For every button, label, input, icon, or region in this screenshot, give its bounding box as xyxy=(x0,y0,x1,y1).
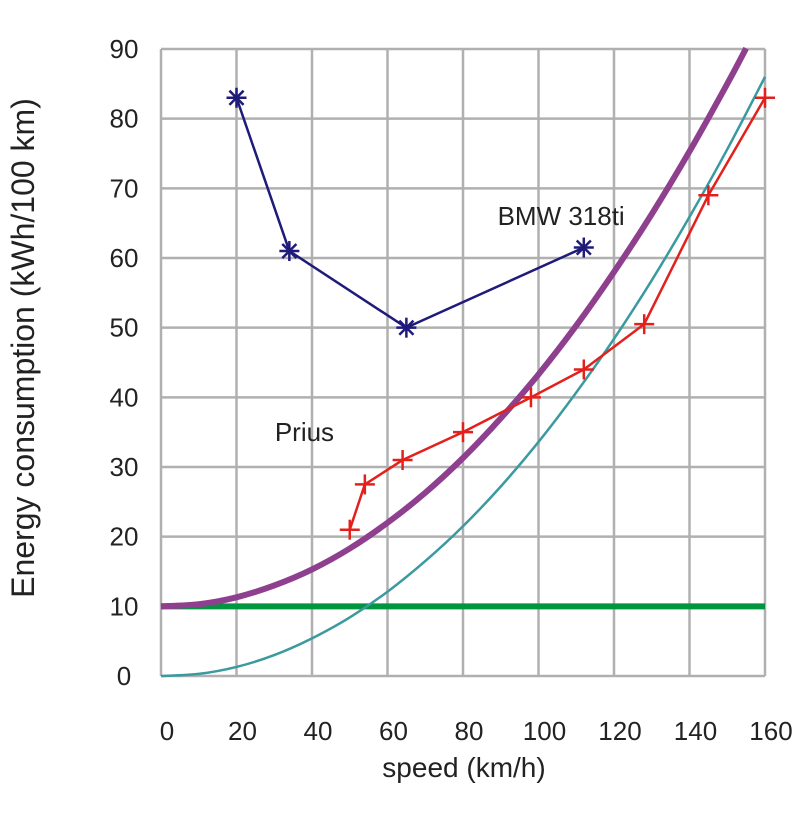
x-tick-label: 60 xyxy=(379,716,408,746)
x-axis-label: speed (km/h) xyxy=(382,752,545,783)
data-point-asterisk xyxy=(396,317,417,338)
y-tick-label: 50 xyxy=(110,313,139,343)
data-point-plus xyxy=(354,474,375,495)
annotations: BMW 318ti Prius xyxy=(275,201,625,447)
y-tick-label: 10 xyxy=(110,591,139,621)
series-line-2 xyxy=(160,46,749,610)
x-tick-label: 80 xyxy=(455,716,484,746)
marker-layer xyxy=(226,87,775,540)
series-line-1 xyxy=(348,97,767,531)
y-tick-label: 70 xyxy=(110,173,139,203)
y-tick-label: 0 xyxy=(117,661,131,691)
data-point-plus xyxy=(755,87,775,108)
data-point-asterisk xyxy=(279,241,300,262)
data-point-plus xyxy=(634,314,655,335)
x-tick-labels: 0 20 40 60 80 100 120 140 160 xyxy=(160,716,793,746)
x-tick-label: 0 xyxy=(160,716,174,746)
x-tick-label: 120 xyxy=(598,716,641,746)
data-point-asterisk xyxy=(226,87,247,108)
x-tick-label: 100 xyxy=(523,716,566,746)
annotation-label: BMW 318ti xyxy=(498,201,625,231)
x-tick-label: 40 xyxy=(304,716,333,746)
x-tick-label: 20 xyxy=(228,716,257,746)
y-tick-label: 80 xyxy=(110,104,139,134)
y-tick-label: 40 xyxy=(110,382,139,412)
y-tick-label: 90 xyxy=(110,34,139,64)
data-point-plus xyxy=(453,422,473,443)
y-axis-label: Energy consumption (kWh/100 km) xyxy=(5,98,41,598)
data-point-plus xyxy=(392,450,413,471)
y-tick-label: 20 xyxy=(110,522,139,552)
series-line-3 xyxy=(160,76,767,678)
x-tick-label: 160 xyxy=(749,716,792,746)
data-point-plus xyxy=(573,359,594,380)
data-point-plus xyxy=(339,519,360,540)
data-point-plus xyxy=(698,185,719,206)
x-tick-label: 140 xyxy=(674,716,717,746)
annotation-label: Prius xyxy=(275,417,334,447)
y-tick-label: 60 xyxy=(110,243,139,273)
y-tick-labels: 0 10 20 30 40 50 60 70 80 90 xyxy=(110,34,139,691)
y-tick-label: 30 xyxy=(110,452,139,482)
data-point-asterisk xyxy=(573,237,594,258)
series-line-0 xyxy=(235,97,585,329)
data-point-plus xyxy=(520,387,541,408)
series-layer xyxy=(160,46,767,678)
